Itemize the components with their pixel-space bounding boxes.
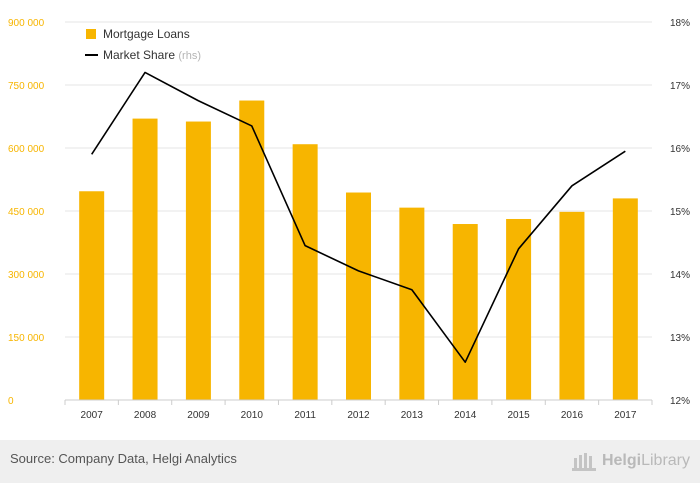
bar xyxy=(559,211,585,400)
bar xyxy=(132,118,158,400)
x-tick-label: 2010 xyxy=(241,410,264,421)
legend-swatch-mortgage-loans xyxy=(86,29,96,39)
market-share-line xyxy=(91,71,626,364)
bar xyxy=(292,144,318,400)
bar xyxy=(612,198,638,400)
bar xyxy=(79,191,105,400)
bar xyxy=(399,207,425,400)
x-tick-label: 2017 xyxy=(614,410,637,421)
y-left-tick-label: 750 000 xyxy=(8,81,45,92)
y-right-tick-label: 12% xyxy=(670,396,690,407)
source-text: Source: Company Data, Helgi Analytics xyxy=(10,451,237,466)
x-tick-label: 2009 xyxy=(187,410,210,421)
bar xyxy=(239,100,265,400)
x-tick-label: 2014 xyxy=(454,410,477,421)
y-left-tick-label: 900 000 xyxy=(8,18,45,29)
bar xyxy=(506,218,532,400)
footer: Source: Company Data, Helgi Analytics He… xyxy=(0,440,700,483)
combo-chart: 0 150 000 300 000 450 000 600 000 750 000 900 … xyxy=(8,18,690,421)
bar xyxy=(452,224,478,400)
y-right-tick-label: 13% xyxy=(670,333,690,344)
y-right-tick-label: 18% xyxy=(670,18,690,29)
x-tick-label: 2011 xyxy=(294,410,316,421)
legend-series-name: Market Share xyxy=(103,48,178,62)
logo-text: HelgiLibrary xyxy=(601,452,690,469)
y-left-tick-label: 150 000 xyxy=(8,333,45,344)
bar xyxy=(346,192,371,400)
y-left-tick-label: 600 000 xyxy=(8,144,45,155)
helgi-library-logo: HelgiLibrary xyxy=(571,448,690,474)
y-right-tick-label: 14% xyxy=(670,270,690,281)
legend-label-market-share: Market Share (rhs) xyxy=(103,48,201,62)
y-left-tick-label: 0 xyxy=(8,396,14,407)
bar xyxy=(185,121,211,400)
library-building-icon xyxy=(571,453,596,471)
x-tick-label: 2008 xyxy=(134,410,157,421)
y-right-tick-label: 17% xyxy=(670,81,690,92)
y-right-tick-label: 15% xyxy=(670,207,690,218)
y-right-tick-label: 16% xyxy=(670,144,690,155)
x-tick-label: 2012 xyxy=(347,410,370,421)
y-left-tick-label: 300 000 xyxy=(8,270,45,281)
x-tick-label: 2013 xyxy=(401,410,424,421)
legend-label-mortgage-loans: Mortgage Loans xyxy=(103,27,190,41)
y-left-tick-label: 450 000 xyxy=(8,207,45,218)
x-tick-label: 2016 xyxy=(561,410,584,421)
x-tick-label: 2007 xyxy=(81,410,104,421)
legend-rhs-note: (rhs) xyxy=(178,50,201,62)
x-tick-label: 2015 xyxy=(507,410,530,421)
